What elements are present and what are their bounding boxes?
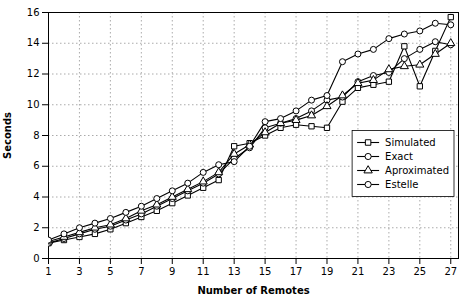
svg-text:10: 10 (27, 99, 40, 110)
svg-text:Simulated: Simulated (385, 137, 436, 148)
svg-text:Exact: Exact (385, 151, 413, 162)
svg-text:13: 13 (228, 266, 241, 277)
svg-text:3: 3 (76, 266, 82, 277)
svg-text:15: 15 (259, 266, 272, 277)
svg-text:25: 25 (413, 266, 426, 277)
svg-text:23: 23 (383, 266, 396, 277)
svg-text:4: 4 (33, 191, 39, 202)
svg-text:Aproximated: Aproximated (385, 165, 449, 176)
svg-text:Seconds: Seconds (2, 112, 13, 159)
svg-text:12: 12 (27, 68, 40, 79)
svg-text:27: 27 (444, 266, 457, 277)
svg-text:14: 14 (27, 37, 40, 48)
svg-text:11: 11 (197, 266, 210, 277)
svg-text:17: 17 (290, 266, 303, 277)
svg-text:6: 6 (33, 160, 39, 171)
svg-text:Number of Remotes: Number of Remotes (197, 285, 309, 296)
svg-text:9: 9 (169, 266, 175, 277)
svg-text:8: 8 (33, 130, 39, 141)
svg-text:16: 16 (27, 7, 40, 18)
svg-text:5: 5 (107, 266, 113, 277)
svg-text:21: 21 (352, 266, 365, 277)
svg-text:0: 0 (33, 253, 39, 264)
svg-text:2: 2 (33, 222, 39, 233)
svg-text:19: 19 (321, 266, 334, 277)
svg-text:1: 1 (45, 266, 51, 277)
svg-text:Estelle: Estelle (385, 179, 418, 190)
svg-text:7: 7 (138, 266, 144, 277)
